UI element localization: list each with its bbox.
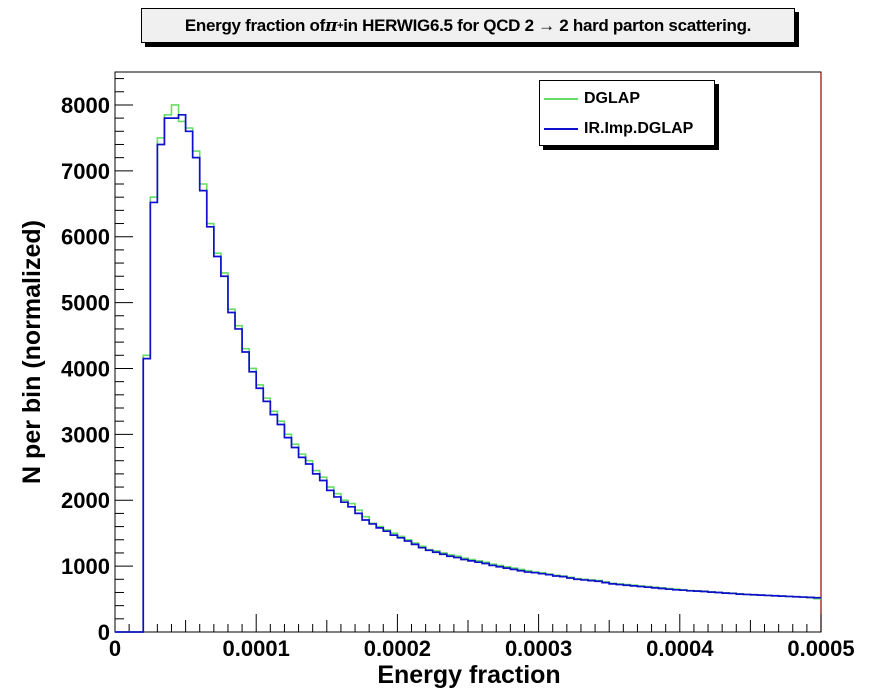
y-tick-label: 5000 — [61, 291, 110, 316]
y-tick-label: 1000 — [61, 554, 110, 579]
y-tick-label: 2000 — [61, 488, 110, 513]
series-line-dglap — [115, 104, 821, 633]
legend-label-ir-imp-dglap: IR.Imp.DGLAP — [584, 120, 694, 137]
x-tick-label: 0.0004 — [646, 636, 714, 661]
chart-title-rest: in HERWIG6.5 for QCD 2 → 2 hard parton s… — [343, 15, 752, 35]
legend-label-dglap: DGLAP — [584, 90, 640, 107]
y-tick-label: 8000 — [61, 93, 110, 118]
y-tick-label: 7000 — [61, 159, 110, 184]
pi-symbol: π — [324, 15, 338, 36]
y-tick-label: 6000 — [61, 225, 110, 250]
chart-title: Energy fraction of π + in HERWIG6.5 for Q… — [141, 8, 795, 43]
plus-superscript: + — [337, 19, 344, 32]
x-tick-label: 0.0005 — [787, 636, 854, 661]
x-tick-label: 0.0001 — [223, 636, 290, 661]
plot-area: 0 0.0001 0.0002 0.0003 0.0004 0.0005 0 1000 2000… — [61, 71, 855, 661]
legend-entry-ir-imp-dglap: IR.Imp.DGLAP — [544, 118, 693, 140]
x-axis-title: Energy fraction — [377, 661, 560, 689]
x-tick-label: 0.0002 — [364, 636, 431, 661]
y-tick-label: 4000 — [61, 356, 110, 381]
series-line-ir-imp-dglap — [115, 113, 821, 633]
x-tick-label: 0 — [109, 636, 121, 661]
plot-frame — [114, 71, 822, 633]
y-tick-label: 3000 — [61, 422, 110, 447]
y-axis-title: N per bin (normalized) — [18, 220, 46, 484]
y-tick-label: 0 — [98, 620, 110, 645]
legend-swatch-ir-imp-dglap — [544, 128, 578, 130]
chart-title-text: Energy fraction of — [184, 15, 325, 35]
legend: DGLAP IR.Imp.DGLAP — [539, 80, 715, 146]
legend-swatch-dglap — [544, 98, 578, 100]
x-tick-label: 0.0003 — [505, 636, 572, 661]
legend-entry-dglap: DGLAP — [544, 88, 640, 110]
